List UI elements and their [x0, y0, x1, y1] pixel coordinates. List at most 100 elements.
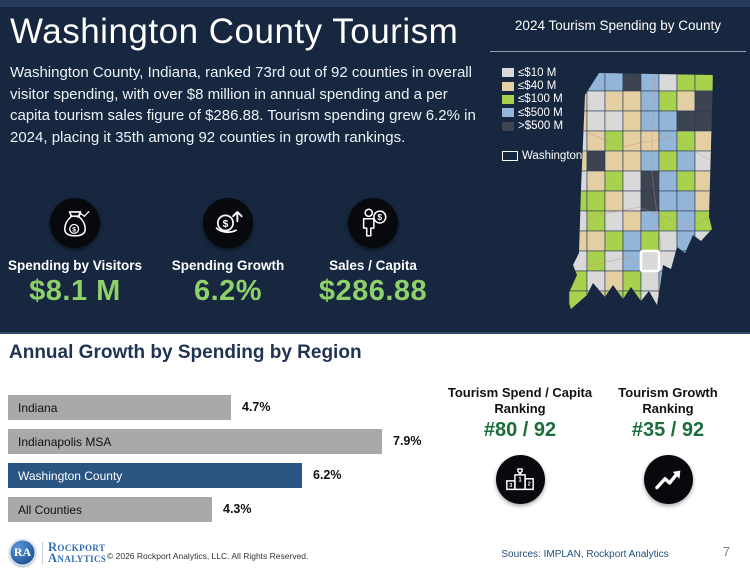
- kpi-sales-per-capita: $ Sales / Capita $286.88: [298, 198, 448, 308]
- county-cell: [676, 210, 696, 232]
- ranking-heading: Tourism Spend / Capita Ranking: [447, 385, 593, 416]
- copyright-text: © 2026 Rockport Analytics, LLC. All Righ…: [107, 551, 309, 561]
- county-cell: [586, 230, 606, 252]
- county-cell: [604, 90, 624, 112]
- county-cell: [622, 250, 642, 272]
- county-cell: [676, 270, 696, 292]
- county-cell: [604, 270, 624, 292]
- county-cell: [677, 311, 695, 317]
- county-cell: [658, 230, 678, 252]
- bar-value-label: 6.2%: [313, 468, 342, 482]
- bar-category-label: Indianapolis MSA: [18, 434, 112, 449]
- kpi-value: $286.88: [318, 275, 428, 307]
- legend-label: ≤$40 M: [518, 80, 557, 93]
- county-cell: [568, 110, 588, 132]
- county-cell: [676, 130, 696, 152]
- map-legend: ≤$10 M ≤$40 M ≤$100 M ≤$500 M >$500 M Washin…: [502, 66, 582, 164]
- legend-swatch-icon: [502, 108, 514, 118]
- map-panel-title: 2024 Tourism Spending by County: [514, 18, 722, 33]
- county-cell: [586, 73, 606, 92]
- county-cell: [694, 110, 713, 132]
- county-cell: [622, 210, 642, 232]
- bar-category-label: All Counties: [18, 502, 83, 517]
- county-cell: [694, 170, 713, 192]
- county-cell: [622, 230, 642, 252]
- logo-divider: [42, 541, 43, 564]
- coin-growth-icon: $: [203, 198, 253, 248]
- bar-value-label: 7.9%: [393, 434, 422, 448]
- legend-label: Washington: [522, 150, 583, 163]
- county-cell: [568, 190, 588, 212]
- county-cell: [605, 311, 623, 317]
- bar-row: Indiana 4.7%: [8, 395, 448, 420]
- county-cell: [694, 73, 713, 92]
- bar-category-label: Indiana: [18, 400, 58, 415]
- county-cell: [587, 311, 605, 317]
- county-cell: [568, 250, 588, 272]
- county-cell: [568, 150, 588, 172]
- county-cell: [695, 311, 713, 317]
- logo-wordmark: Rockport Analytics: [48, 539, 107, 565]
- county-cell: [586, 150, 606, 172]
- legend-item: ≤$100 M: [502, 93, 582, 106]
- county-cell: [622, 110, 642, 132]
- county-cell: [676, 190, 696, 212]
- ranking-value: #80 / 92: [483, 419, 557, 441]
- county-cell: [622, 270, 642, 292]
- county-cell: [658, 90, 678, 112]
- county-cell: [640, 270, 660, 292]
- county-cell: [586, 290, 606, 309]
- washington-outline-swatch-icon: [502, 151, 518, 162]
- county-cell: [658, 150, 678, 172]
- ranking-growth: Tourism Growth Ranking #35 / 92: [590, 385, 746, 504]
- washington-county-highlight: [639, 249, 661, 273]
- money-bag-icon: $: [50, 198, 100, 248]
- county-cell: [676, 170, 696, 192]
- bar: All Counties: [8, 497, 212, 522]
- ranking-value: #35 / 92: [631, 419, 705, 441]
- county-cell: [568, 90, 588, 112]
- county-cell: [604, 290, 624, 309]
- county-cell: [604, 210, 624, 232]
- county-cell: [676, 250, 696, 272]
- county-cell: [676, 290, 696, 309]
- county-cell: [622, 290, 642, 309]
- county-cell: [622, 190, 642, 212]
- rockport-analytics-logo: RA Rockport Analytics: [9, 539, 106, 566]
- county-cell: [694, 250, 713, 272]
- county-cell: [622, 130, 642, 152]
- county-cell: [622, 170, 642, 192]
- kpi-label: Spending by Visitors: [7, 258, 143, 273]
- kpi-value: 6.2%: [193, 275, 263, 307]
- county-cell: [658, 170, 678, 192]
- county-cell: [658, 250, 678, 272]
- kpi-value: $8.1 M: [29, 275, 121, 307]
- county-cell: [640, 290, 660, 309]
- summary-paragraph: Washington County, Indiana, ranked 73rd …: [10, 64, 476, 146]
- county-cell: [658, 190, 678, 212]
- county-cell: [622, 90, 642, 112]
- county-cell: [640, 230, 660, 252]
- county-cell: [586, 190, 606, 212]
- map-title-divider: [490, 51, 746, 52]
- ranking-spend-per-capita: Tourism Spend / Capita Ranking #80 / 92 …: [442, 385, 598, 504]
- trend-arrow-icon: [643, 455, 693, 504]
- county-cell: [658, 290, 678, 309]
- legend-item-washington: Washington: [502, 149, 582, 164]
- county-cell: [604, 230, 624, 252]
- county-cell: [658, 110, 678, 132]
- county-cell: [676, 110, 696, 132]
- legend-item: ≤$40 M: [502, 79, 582, 92]
- bar-row: Washington County 6.2%: [8, 463, 448, 488]
- person-dollar-icon: $: [348, 198, 398, 248]
- logo-ra-icon: RA: [9, 539, 36, 566]
- county-cell: [568, 290, 588, 309]
- bar-chart-title: Annual Growth by Spending by Region: [9, 342, 362, 363]
- bar: Indianapolis MSA: [8, 429, 382, 454]
- bar: Indiana: [8, 395, 231, 420]
- county-cell: [586, 110, 606, 132]
- county-cell: [586, 130, 606, 152]
- bar: Washington County: [8, 463, 302, 488]
- legend-label: >$500 M: [518, 120, 564, 133]
- county-cell: [676, 230, 696, 252]
